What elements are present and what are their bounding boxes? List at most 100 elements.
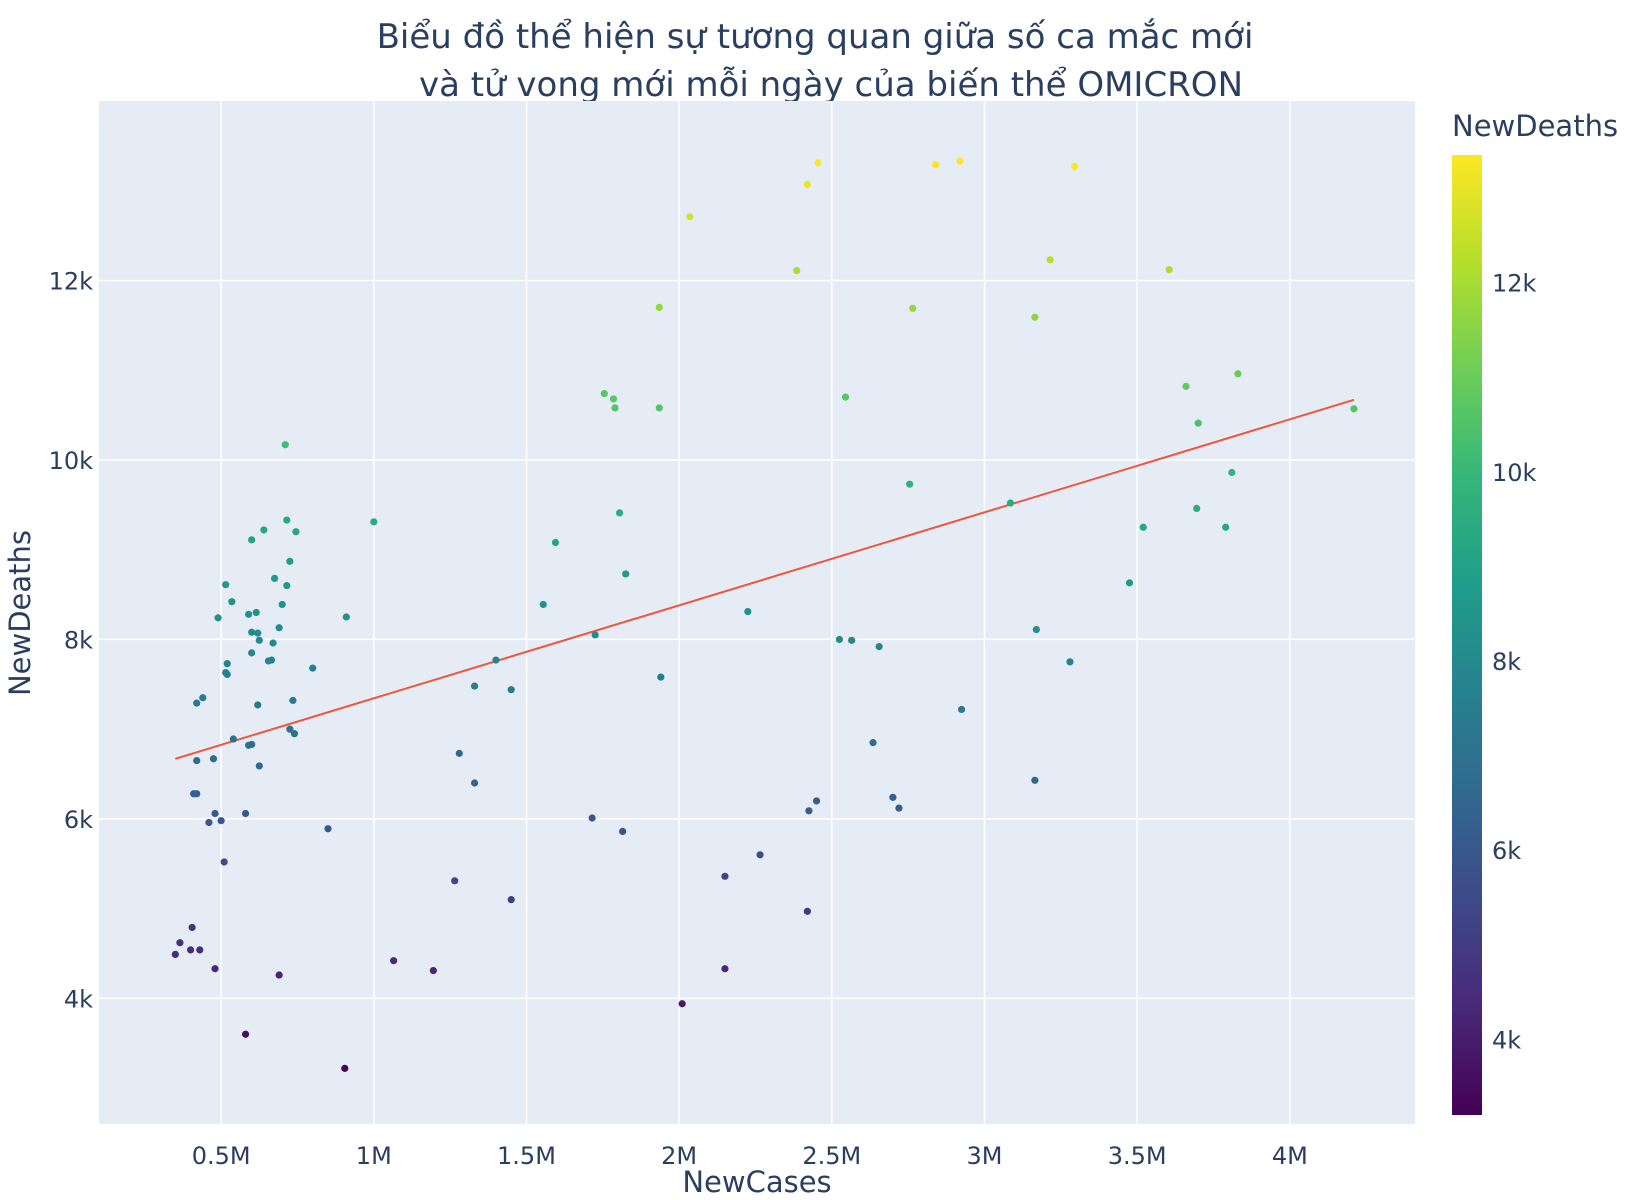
- data-point: [223, 660, 231, 668]
- data-point: [196, 946, 204, 954]
- x-tick-label: 4M: [1272, 1142, 1308, 1170]
- data-point: [909, 304, 917, 312]
- data-point: [451, 877, 459, 885]
- data-point: [655, 303, 663, 311]
- data-point: [875, 643, 883, 651]
- plot-area: [99, 101, 1415, 1124]
- data-point: [283, 581, 291, 590]
- data-point: [686, 213, 694, 221]
- data-point: [1194, 419, 1202, 427]
- colorbar: [1452, 155, 1482, 1115]
- x-tick-label: 3.5M: [1108, 1142, 1167, 1170]
- data-point: [1182, 382, 1190, 390]
- data-point: [254, 701, 262, 709]
- data-point: [455, 749, 463, 757]
- colorbar-tick-label: 10k: [1492, 459, 1537, 487]
- data-point: [588, 814, 596, 822]
- y-tick-label: 4k: [64, 985, 93, 1013]
- data-point: [1234, 370, 1242, 378]
- data-point: [615, 509, 624, 517]
- data-point: [507, 896, 515, 904]
- x-tick-label: 1.5M: [497, 1142, 556, 1170]
- colorbar-ticks: 4k 6k 8k 10k 12k: [1492, 270, 1537, 1055]
- chart-title-line-1: Biểu đồ thể hiện sự tương quan giữa số c…: [377, 17, 1254, 57]
- data-point: [1193, 504, 1201, 513]
- grid-lines: [99, 101, 1415, 1124]
- colorbar-tick-label: 4k: [1492, 1026, 1521, 1054]
- data-point: [841, 393, 850, 401]
- data-point: [220, 858, 228, 866]
- data-point: [932, 161, 940, 169]
- data-point: [290, 730, 299, 738]
- data-point: [193, 756, 201, 765]
- data-point: [429, 966, 437, 975]
- x-tick-label: 2.5M: [802, 1142, 861, 1170]
- data-point: [869, 739, 877, 747]
- data-point: [756, 851, 764, 859]
- data-point: [619, 827, 627, 836]
- data-point: [1350, 405, 1358, 413]
- data-point: [906, 480, 914, 488]
- data-point: [678, 1000, 686, 1008]
- data-point: [889, 793, 897, 801]
- scatter-points: [171, 157, 1358, 1072]
- data-point: [252, 608, 260, 617]
- data-point: [492, 656, 500, 664]
- y-axis-ticks: 4k 6k 8k 10k 12k: [49, 267, 94, 1013]
- data-point: [248, 536, 256, 544]
- data-point: [1006, 499, 1015, 507]
- data-point: [470, 682, 479, 690]
- x-axis-ticks: 0.5M 1M 1.5M 2M 2.5M 3M 3.5M 4M: [192, 1142, 1308, 1170]
- data-point: [187, 946, 195, 954]
- data-point: [591, 631, 599, 639]
- data-point: [744, 608, 752, 616]
- y-tick-label: 6k: [64, 806, 93, 834]
- data-point: [241, 809, 250, 818]
- data-point: [622, 570, 630, 578]
- data-point: [956, 157, 964, 165]
- data-point: [539, 600, 547, 609]
- colorbar-tick-label: 6k: [1492, 837, 1521, 865]
- data-point: [848, 636, 856, 644]
- colorbar-tick-label: 8k: [1492, 648, 1521, 676]
- data-point: [217, 817, 225, 825]
- data-point: [214, 614, 222, 622]
- data-point: [292, 528, 300, 536]
- data-point: [470, 779, 479, 787]
- data-point: [269, 639, 277, 647]
- data-point: [281, 441, 289, 449]
- data-point: [655, 404, 663, 412]
- data-point: [803, 907, 811, 915]
- data-point: [199, 694, 207, 702]
- colorbar-title: NewDeaths: [1452, 109, 1618, 143]
- data-point: [286, 725, 294, 733]
- data-point: [1125, 579, 1134, 587]
- data-point: [812, 797, 821, 805]
- data-point: [278, 600, 286, 609]
- data-point: [176, 939, 184, 947]
- data-point: [507, 686, 515, 694]
- data-point: [254, 629, 262, 637]
- data-point: [805, 807, 813, 815]
- data-point: [1139, 523, 1147, 531]
- data-point: [803, 180, 811, 189]
- x-tick-label: 0.5M: [192, 1142, 251, 1170]
- y-tick-label: 10k: [49, 447, 94, 475]
- data-point: [289, 696, 297, 705]
- data-point: [248, 649, 256, 657]
- data-point: [721, 965, 729, 973]
- data-point: [1070, 162, 1079, 171]
- data-point: [283, 516, 291, 524]
- data-point: [205, 818, 213, 827]
- x-axis-title: NewCases: [682, 1165, 831, 1199]
- data-point: [248, 628, 256, 636]
- y-axis-title: NewDeaths: [3, 530, 37, 696]
- data-point: [228, 598, 236, 606]
- y-tick-label: 12k: [49, 267, 94, 295]
- data-point: [1066, 658, 1074, 666]
- data-point: [895, 804, 903, 812]
- data-point: [324, 825, 332, 833]
- data-point: [209, 755, 218, 763]
- data-point: [223, 670, 231, 679]
